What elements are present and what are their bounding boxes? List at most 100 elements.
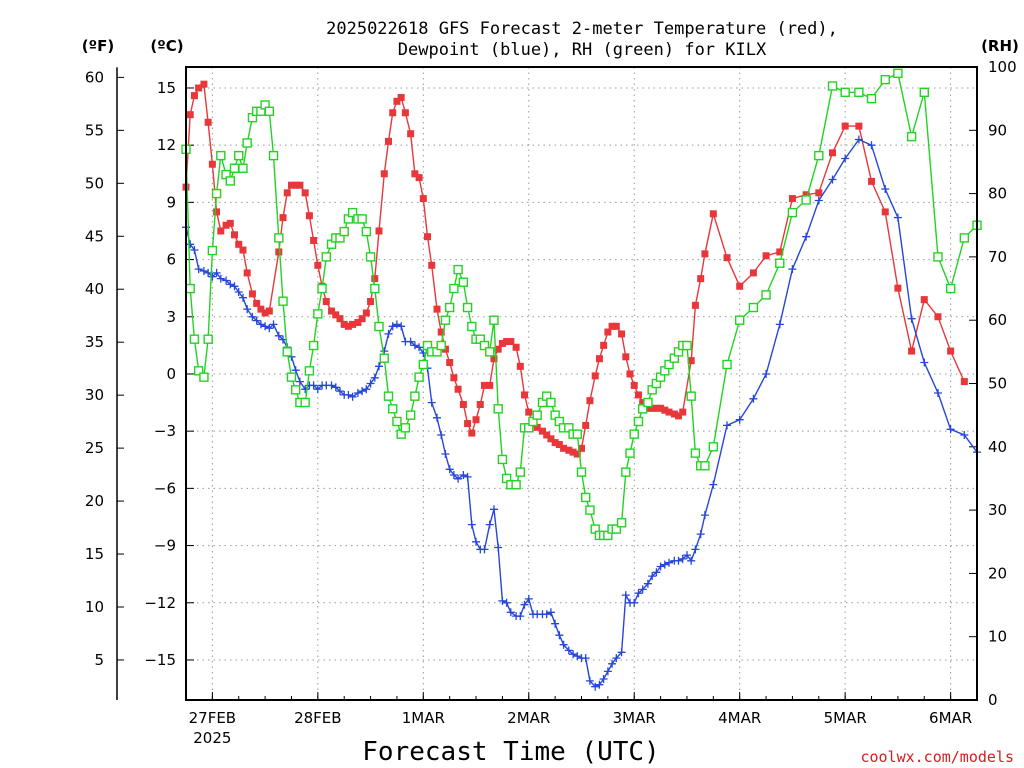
temperature-point bbox=[279, 214, 287, 222]
temperature-point bbox=[881, 208, 889, 216]
temperature-point bbox=[454, 385, 462, 393]
dewpoint-point bbox=[301, 385, 310, 394]
temperature-point bbox=[776, 248, 784, 256]
temperature-point bbox=[200, 80, 208, 88]
fahrenheit-tick-label: 20 bbox=[85, 492, 104, 510]
dewpoint-point bbox=[230, 282, 239, 291]
dewpoint-point bbox=[946, 425, 955, 434]
dewpoint-point bbox=[595, 680, 604, 689]
temperature-point bbox=[401, 109, 409, 117]
rh-point bbox=[880, 74, 890, 85]
temperature-point bbox=[661, 406, 669, 414]
rh-point bbox=[637, 404, 648, 414]
rh-point bbox=[722, 359, 732, 370]
dewpoint-point bbox=[480, 545, 489, 554]
temperature-point bbox=[344, 322, 352, 330]
temperature-point bbox=[336, 315, 344, 323]
dewpoint-point bbox=[441, 450, 450, 458]
temperature-point bbox=[265, 307, 273, 315]
plot-frame bbox=[185, 66, 978, 701]
rh-point bbox=[379, 353, 389, 363]
rh-point bbox=[317, 283, 327, 294]
x-tick-label: 4MAR bbox=[718, 709, 761, 727]
x-tick-label: 6MAR bbox=[929, 709, 972, 727]
temperature-point bbox=[301, 189, 309, 197]
rh-tick-label: 20 bbox=[988, 564, 1007, 582]
dewpoint-point bbox=[621, 591, 630, 600]
dewpoint-point bbox=[445, 465, 454, 474]
fahrenheit-tick-label: 35 bbox=[85, 333, 104, 351]
temperature-point bbox=[349, 320, 357, 328]
temperature-point bbox=[204, 118, 212, 126]
temperature-point bbox=[476, 400, 484, 408]
dewpoint-point bbox=[569, 650, 578, 659]
temperature-point bbox=[679, 408, 687, 416]
temperature-point bbox=[582, 421, 590, 429]
rh-point bbox=[546, 397, 556, 408]
temperature-point bbox=[292, 181, 300, 189]
dewpoint-point bbox=[199, 267, 208, 275]
dewpoint-point bbox=[696, 530, 705, 539]
temperature-point bbox=[736, 282, 744, 290]
temperature-point bbox=[253, 299, 261, 307]
temperature-point bbox=[389, 109, 397, 117]
temperature-point bbox=[305, 212, 313, 220]
rh-point bbox=[511, 480, 521, 490]
dewpoint-point bbox=[723, 421, 731, 430]
rh-point bbox=[479, 340, 490, 351]
temperature-point bbox=[287, 181, 295, 189]
fahrenheit-tick-label: 25 bbox=[85, 439, 104, 457]
dewpoint-point bbox=[410, 341, 419, 350]
dewpoint-point bbox=[775, 320, 784, 329]
temperature-point bbox=[424, 233, 432, 241]
rh-point bbox=[700, 461, 710, 471]
temperature-point bbox=[565, 446, 573, 454]
temperature-point bbox=[380, 170, 388, 178]
temperature-point bbox=[296, 181, 304, 189]
temperature-point bbox=[920, 296, 928, 304]
temperature-point bbox=[934, 313, 942, 321]
temperature-point bbox=[815, 189, 823, 197]
temperature-point bbox=[802, 191, 810, 199]
fahrenheit-tick-label: 5 bbox=[94, 651, 104, 669]
dewpoint-point bbox=[854, 135, 863, 144]
rh-point bbox=[959, 233, 970, 243]
temperature-point bbox=[243, 269, 251, 277]
temperature-point bbox=[652, 404, 660, 412]
temperature-point bbox=[354, 318, 362, 326]
temperature-point bbox=[186, 111, 194, 119]
temperature-point bbox=[868, 177, 876, 185]
rh-point bbox=[585, 505, 595, 515]
rh-point bbox=[458, 277, 469, 287]
fahrenheit-tick-label: 45 bbox=[85, 227, 104, 245]
x-tick-label: 3MAR bbox=[613, 709, 656, 727]
celsius-tick-label: −3 bbox=[154, 422, 176, 440]
rh-point bbox=[664, 359, 674, 370]
dewpoint-point bbox=[867, 141, 876, 150]
dewpoint-point bbox=[366, 379, 375, 388]
temperature-point bbox=[749, 269, 757, 277]
dewpoint-point bbox=[331, 383, 340, 392]
dewpoint-point bbox=[295, 377, 304, 386]
celsius-tick-label: −15 bbox=[144, 651, 176, 669]
dewpoint-point bbox=[788, 265, 797, 274]
temperature-point bbox=[543, 431, 551, 439]
rh-point bbox=[515, 467, 526, 477]
rh-point bbox=[304, 366, 315, 376]
credit-text: coolwx.com/models bbox=[860, 748, 1014, 766]
temperature-point bbox=[538, 427, 546, 435]
series-rh bbox=[181, 68, 982, 541]
rh-point bbox=[489, 315, 499, 325]
rh-point bbox=[229, 163, 240, 173]
temperature-point bbox=[433, 305, 441, 313]
dewpoint-point bbox=[735, 415, 744, 424]
rh-point bbox=[748, 302, 759, 313]
rh-point bbox=[866, 93, 877, 104]
dewpoint-point bbox=[546, 608, 555, 617]
rh-point bbox=[532, 410, 542, 420]
dewpoint-point bbox=[665, 558, 673, 567]
temperature-point bbox=[586, 397, 594, 405]
temperature-point bbox=[525, 408, 533, 416]
temperature-point bbox=[195, 84, 203, 92]
rh-point bbox=[629, 429, 639, 439]
